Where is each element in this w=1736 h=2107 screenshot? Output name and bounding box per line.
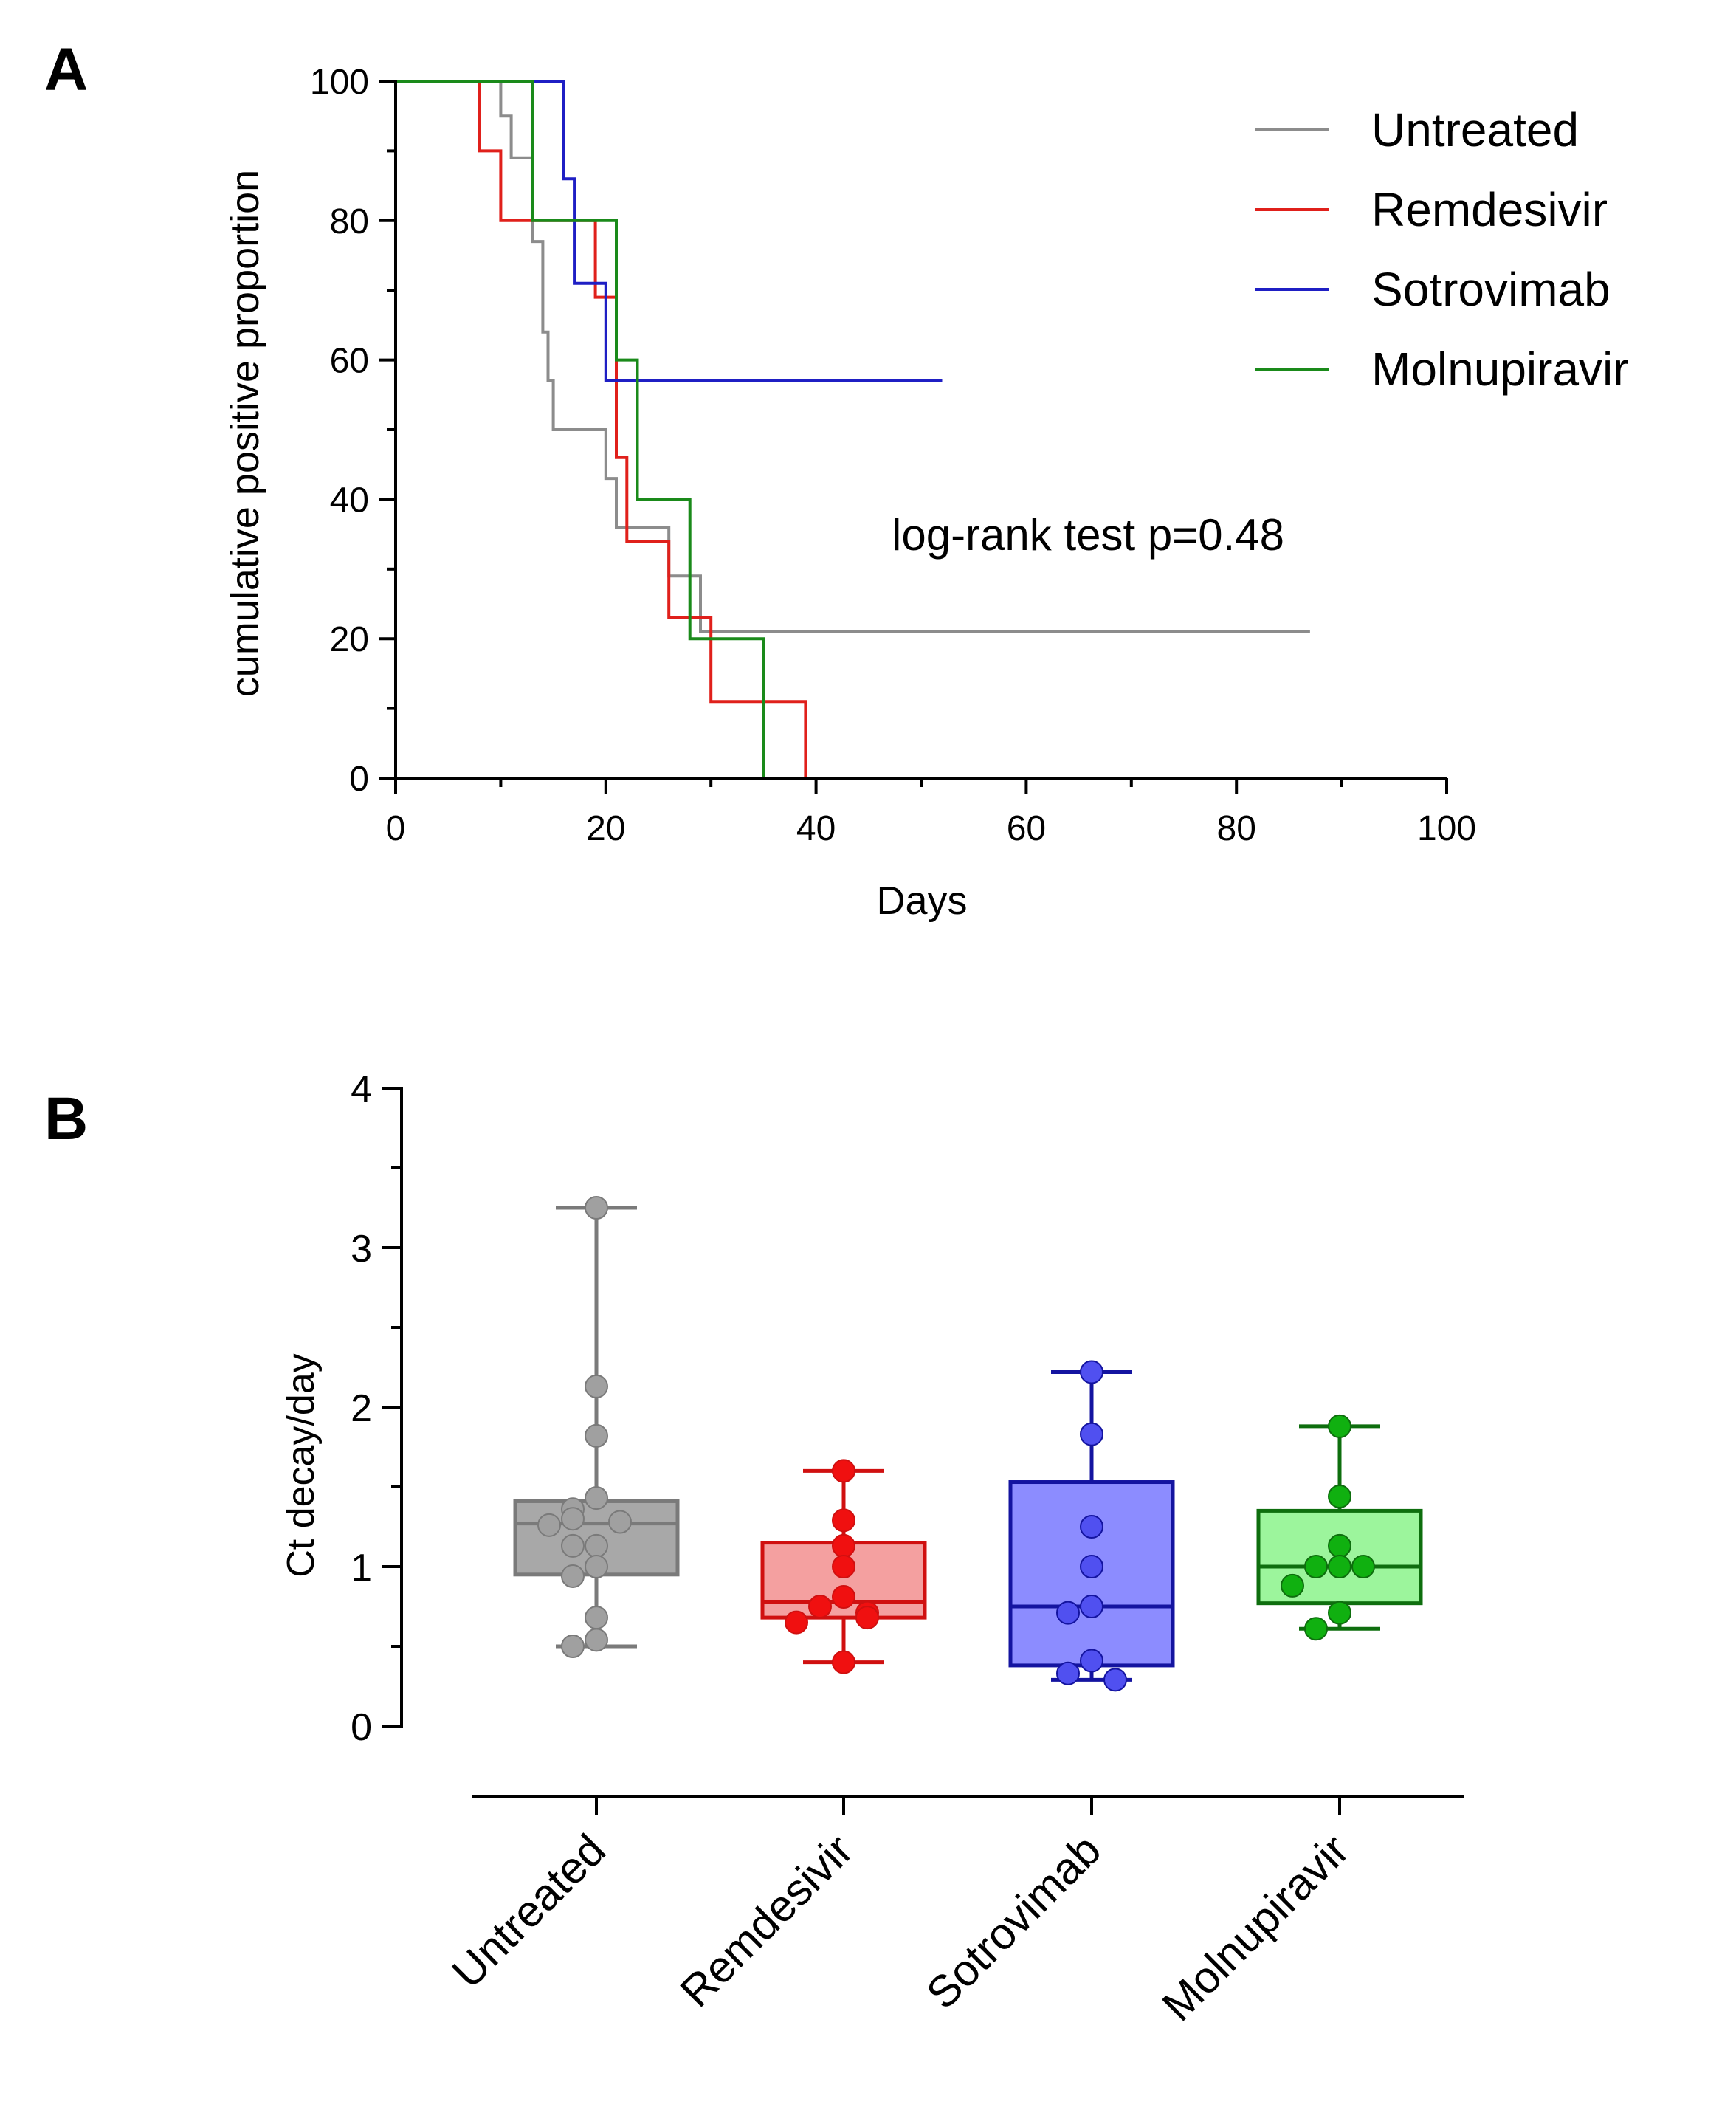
- data-point: [561, 1564, 585, 1588]
- km-y-tick-label: 60: [330, 342, 369, 381]
- km-x-tick-label: 40: [796, 809, 836, 848]
- boxplot-untreated: [513, 1196, 680, 1658]
- boxplot-y-axis-title: Ct decay/day: [280, 1353, 323, 1578]
- data-point: [561, 1635, 585, 1658]
- data-point: [832, 1555, 855, 1578]
- data-point: [1103, 1668, 1127, 1692]
- km-y-tick-label: 80: [330, 202, 369, 241]
- data-point: [537, 1513, 561, 1537]
- data-point: [585, 1628, 608, 1652]
- km-y-tick-label: 20: [330, 620, 369, 659]
- data-point: [1328, 1484, 1351, 1508]
- boxplot-y-tick-label: 3: [351, 1228, 372, 1271]
- legend-label: Remdesivir: [1371, 183, 1608, 236]
- legend-entry-remdesivir: Remdesivir: [1255, 183, 1608, 236]
- data-point: [585, 1486, 608, 1510]
- legend-entry-sotrovimab: Sotrovimab: [1255, 263, 1611, 316]
- data-point: [561, 1533, 585, 1558]
- data-point: [1328, 1601, 1351, 1625]
- data-point: [585, 1533, 608, 1558]
- category-label-untreated: Untreated: [442, 1825, 615, 1998]
- data-point: [1328, 1555, 1351, 1578]
- boxplot-y-tick-label: 0: [351, 1706, 372, 1749]
- boxplot-y-tick-label: 4: [351, 1068, 372, 1111]
- km-y-tick-label: 0: [349, 760, 369, 799]
- category-label-molnupiravir: Molnupiravir: [1153, 1825, 1358, 2030]
- boxplot-molnupiravir: [1256, 1414, 1423, 1641]
- data-point: [1080, 1649, 1103, 1673]
- data-point: [1351, 1555, 1375, 1578]
- boxplot-group: [513, 1196, 1423, 1692]
- data-point: [832, 1533, 855, 1558]
- data-point: [1080, 1360, 1103, 1384]
- legend-label: Molnupiravir: [1371, 343, 1629, 396]
- km-x-tick-label: 100: [1417, 809, 1476, 848]
- km-line-molnupiravir: [396, 80, 765, 778]
- km-y-tick-label: 40: [330, 481, 369, 520]
- data-point: [832, 1459, 855, 1483]
- log-rank-annotation: log-rank test p=0.48: [892, 510, 1284, 560]
- panel-a: A 0 20 40 60 80 100 0 20 40 60 80 100 Days cumulati…: [44, 36, 1629, 923]
- data-point: [608, 1510, 632, 1534]
- legend-label: Sotrovimab: [1371, 263, 1611, 316]
- km-x-axis-title: Days: [876, 879, 967, 923]
- data-point: [785, 1610, 808, 1635]
- data-point: [1056, 1661, 1080, 1685]
- boxplot-y-tick-label: 1: [351, 1547, 372, 1589]
- km-y-tick-label: 100: [310, 63, 369, 102]
- panel-a-letter: A: [44, 36, 88, 103]
- panel-b-letter: B: [44, 1085, 88, 1152]
- km-x-tick-label: 60: [1007, 809, 1046, 848]
- data-point: [1328, 1533, 1351, 1558]
- data-point: [585, 1423, 608, 1448]
- km-line-remdesivir: [396, 80, 807, 778]
- km-line-sotrovimab: [396, 80, 943, 382]
- km-x-tick-label: 80: [1217, 809, 1256, 848]
- km-axes: 0 20 40 60 80 100 0 20 40 60 80 100: [310, 63, 1476, 848]
- boxplot-remdesivir: [760, 1459, 927, 1674]
- legend-entry-molnupiravir: Molnupiravir: [1255, 343, 1629, 396]
- data-point: [1304, 1555, 1328, 1578]
- data-point: [561, 1507, 585, 1531]
- panel-b: B 0 1 2 3 4 Untreated Remdesivir Sotrovimab Moln…: [44, 1068, 1464, 2030]
- data-point: [1281, 1573, 1304, 1598]
- legend-entry-untreated: Untreated: [1255, 103, 1579, 157]
- km-series-group: [396, 80, 1310, 778]
- data-point: [1304, 1617, 1328, 1641]
- data-point: [1328, 1414, 1351, 1438]
- category-label-remdesivir: Remdesivir: [671, 1825, 863, 2017]
- category-label-sotrovimab: Sotrovimab: [917, 1825, 1110, 2018]
- km-x-tick-label: 0: [386, 809, 406, 848]
- data-point: [1080, 1595, 1103, 1618]
- km-x-tick-label: 20: [586, 809, 625, 848]
- boxplot-sotrovimab: [1008, 1360, 1175, 1692]
- data-point: [832, 1508, 855, 1533]
- data-point: [832, 1650, 855, 1674]
- data-point: [585, 1606, 608, 1630]
- data-point: [1080, 1422, 1103, 1446]
- data-point: [1056, 1601, 1080, 1625]
- boxplot-y-tick-label: 2: [351, 1387, 372, 1430]
- km-y-axis-title: cumulative positive proportion: [223, 170, 267, 697]
- data-point: [585, 1555, 608, 1578]
- data-point: [832, 1585, 855, 1609]
- data-point: [585, 1196, 608, 1220]
- km-legend: Untreated Remdesivir Sotrovimab Molnupiravi…: [1255, 103, 1629, 396]
- data-point: [585, 1374, 608, 1398]
- data-point: [1080, 1515, 1103, 1539]
- legend-label: Untreated: [1371, 103, 1579, 157]
- data-point: [855, 1606, 879, 1630]
- data-point: [808, 1595, 832, 1618]
- data-point: [1080, 1555, 1103, 1578]
